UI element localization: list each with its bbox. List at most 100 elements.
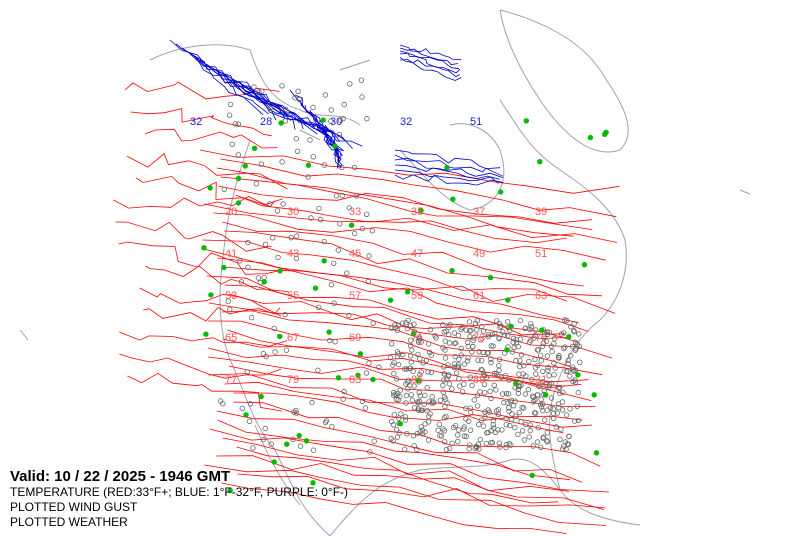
station-marker bbox=[416, 389, 422, 396]
station-marker bbox=[474, 403, 481, 409]
station-marker bbox=[550, 415, 557, 422]
station-marker bbox=[274, 208, 281, 214]
station-marker bbox=[395, 397, 401, 403]
station-marker bbox=[466, 446, 472, 452]
station-marker bbox=[235, 152, 241, 158]
rain-marker bbox=[310, 480, 316, 486]
warm-contour bbox=[119, 353, 282, 379]
rain-marker bbox=[603, 129, 609, 135]
cool-contour bbox=[394, 154, 503, 177]
station-marker bbox=[442, 338, 448, 344]
station-marker bbox=[515, 390, 522, 396]
station-marker bbox=[404, 325, 411, 332]
warm-contour bbox=[217, 257, 589, 332]
station-marker bbox=[543, 381, 549, 387]
warm-contour bbox=[221, 482, 567, 534]
station-marker bbox=[495, 407, 502, 413]
station-marker bbox=[268, 441, 274, 447]
station-marker bbox=[505, 319, 511, 325]
station-marker bbox=[272, 349, 278, 355]
station-marker bbox=[459, 389, 466, 395]
station-marker bbox=[497, 444, 503, 450]
rain-marker bbox=[261, 279, 267, 285]
station-marker bbox=[407, 365, 414, 371]
station-marker bbox=[426, 399, 432, 405]
rain-marker bbox=[404, 289, 411, 295]
station-marker bbox=[461, 361, 468, 367]
station-marker bbox=[474, 318, 480, 324]
cool-contour bbox=[329, 129, 342, 169]
station-marker bbox=[270, 235, 276, 241]
station-marker bbox=[474, 444, 480, 450]
station-marker bbox=[364, 211, 370, 217]
station-marker bbox=[480, 328, 487, 334]
station-marker bbox=[560, 407, 566, 413]
station-marker bbox=[560, 446, 566, 452]
station-marker bbox=[232, 121, 238, 127]
station-marker bbox=[443, 328, 449, 334]
station-marker bbox=[515, 431, 521, 438]
warm-contour bbox=[208, 373, 593, 428]
station-marker bbox=[391, 412, 397, 418]
station-marker bbox=[246, 418, 253, 424]
station-marker bbox=[456, 362, 462, 368]
station-marker bbox=[572, 339, 579, 346]
contour-label: 37 bbox=[473, 206, 485, 218]
station-marker bbox=[483, 440, 489, 447]
station-marker bbox=[528, 324, 534, 330]
station-marker bbox=[305, 174, 311, 180]
station-marker bbox=[575, 389, 581, 396]
station-marker bbox=[500, 391, 506, 397]
station-marker bbox=[411, 405, 418, 411]
coastline-baja bbox=[254, 424, 301, 506]
station-marker bbox=[366, 360, 372, 366]
station-marker bbox=[429, 400, 435, 406]
station-marker bbox=[417, 393, 423, 399]
station-marker bbox=[282, 118, 289, 124]
station-marker bbox=[546, 381, 553, 388]
station-marker bbox=[353, 193, 359, 199]
station-marker bbox=[282, 311, 288, 318]
rain-marker bbox=[235, 200, 242, 206]
station-marker bbox=[279, 159, 285, 165]
cool-contour bbox=[394, 157, 503, 178]
station-marker bbox=[488, 359, 494, 366]
contour-label: 31 bbox=[535, 374, 547, 386]
station-marker bbox=[566, 433, 572, 440]
station-marker bbox=[467, 328, 473, 334]
cool-contour bbox=[399, 47, 458, 66]
station-marker bbox=[364, 115, 370, 122]
station-marker bbox=[267, 105, 273, 111]
warm-contour bbox=[235, 194, 568, 244]
rain-marker bbox=[277, 268, 283, 274]
station-marker bbox=[395, 322, 402, 328]
station-marker bbox=[245, 239, 251, 246]
cool-contour bbox=[223, 75, 329, 137]
station-marker bbox=[464, 358, 471, 364]
station-marker bbox=[363, 370, 370, 376]
station-marker bbox=[506, 377, 512, 383]
station-marker bbox=[391, 360, 397, 366]
station-marker bbox=[226, 112, 233, 118]
station-marker bbox=[526, 434, 532, 440]
warm-contour bbox=[216, 455, 569, 492]
rain-marker bbox=[321, 258, 327, 264]
station-marker bbox=[418, 424, 424, 430]
station-marker bbox=[506, 408, 512, 415]
rain-marker bbox=[355, 372, 361, 378]
station-marker bbox=[261, 274, 267, 281]
station-marker bbox=[402, 417, 409, 423]
station-marker bbox=[315, 367, 321, 373]
station-marker bbox=[555, 401, 562, 407]
station-marker bbox=[420, 360, 426, 366]
station-marker bbox=[489, 439, 496, 446]
station-marker bbox=[437, 397, 444, 403]
station-marker bbox=[496, 362, 502, 369]
station-marker bbox=[415, 400, 421, 406]
rain-marker bbox=[591, 392, 597, 398]
warm-contour bbox=[224, 230, 603, 297]
rain-marker bbox=[208, 292, 214, 298]
warm-contour bbox=[139, 287, 282, 317]
station-marker bbox=[459, 324, 465, 331]
station-marker bbox=[467, 442, 473, 448]
